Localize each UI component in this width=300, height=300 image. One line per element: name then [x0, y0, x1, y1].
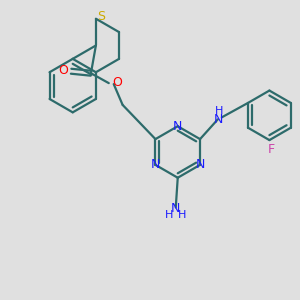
Text: H: H: [215, 106, 223, 116]
Text: F: F: [268, 142, 275, 155]
Text: H: H: [165, 210, 173, 220]
Text: O: O: [112, 76, 122, 88]
Text: O: O: [58, 64, 68, 77]
Text: S: S: [97, 10, 105, 23]
Text: H: H: [178, 210, 186, 220]
Text: N: N: [214, 113, 224, 126]
Text: N: N: [173, 120, 182, 133]
Text: N: N: [195, 158, 205, 171]
Text: N: N: [151, 158, 160, 171]
Text: N: N: [171, 202, 180, 215]
